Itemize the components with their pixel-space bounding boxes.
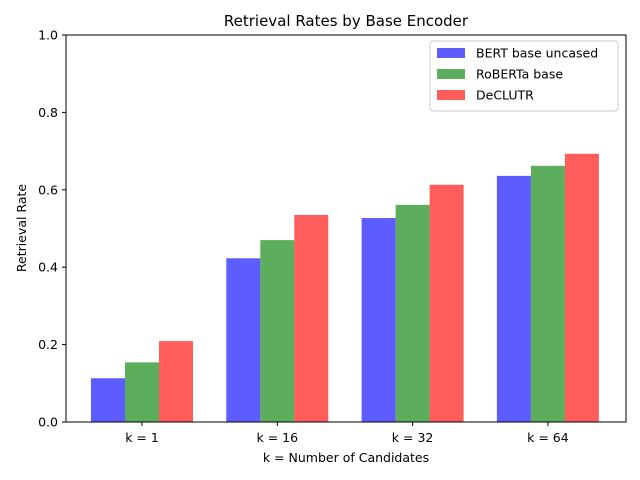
bars-group	[91, 153, 599, 422]
bar-roberta-base-4	[530, 165, 565, 422]
y-axis: 0.0 0.2 0.4 0.6 0.8 1.0	[38, 28, 66, 430]
y-tick-label: 0.4	[38, 260, 58, 275]
y-tick-label: 0.8	[38, 105, 58, 120]
x-tick-label: k = 16	[257, 430, 299, 445]
legend-label-bert-base-uncased: BERT base uncased	[476, 46, 598, 61]
y-tick-label: 0.2	[38, 337, 58, 352]
y-tick-label: 0.0	[38, 415, 58, 430]
bar-roberta-base-1	[125, 362, 159, 422]
bar-bert-base-uncased-3	[361, 218, 396, 422]
legend-box	[429, 40, 619, 112]
bar-roberta-base-3	[395, 204, 430, 422]
plot-frame	[65, 34, 627, 423]
y-axis-label: Retrieval Rate	[14, 184, 29, 272]
x-tick-label: k = 64	[527, 430, 569, 445]
chart-title: Retrieval Rates by Base Encoder	[224, 12, 469, 30]
x-tick-label: k = 1	[125, 430, 159, 445]
y-tick-label: 1.0	[38, 28, 58, 43]
legend-swatch-roberta-base	[437, 69, 465, 79]
legend-swatch-declutr	[437, 90, 465, 100]
legend-label-roberta-base: RoBERTa base	[476, 67, 563, 82]
bar-bert-base-uncased-1	[91, 378, 125, 422]
legend-swatch-bert-base-uncased	[437, 48, 465, 58]
x-tick-label: k = 32	[392, 430, 434, 445]
bar-declutr-1	[159, 341, 193, 422]
bar-declutr-3	[429, 184, 464, 422]
legend-label-declutr: DeCLUTR	[476, 88, 534, 103]
bar-bert-base-uncased-2	[226, 258, 261, 422]
bar-roberta-base-2	[260, 240, 295, 422]
legend: BERT base uncased RoBERTa base DeCLUTR	[429, 40, 619, 112]
x-axis-label: k = Number of Candidates	[263, 450, 429, 465]
bar-declutr-4	[564, 153, 599, 422]
y-tick-label: 0.6	[38, 182, 58, 197]
x-axis: k = 1 k = 16 k = 32 k = 64	[125, 422, 569, 445]
bar-bert-base-uncased-4	[496, 175, 531, 422]
bar-declutr-2	[294, 214, 329, 422]
